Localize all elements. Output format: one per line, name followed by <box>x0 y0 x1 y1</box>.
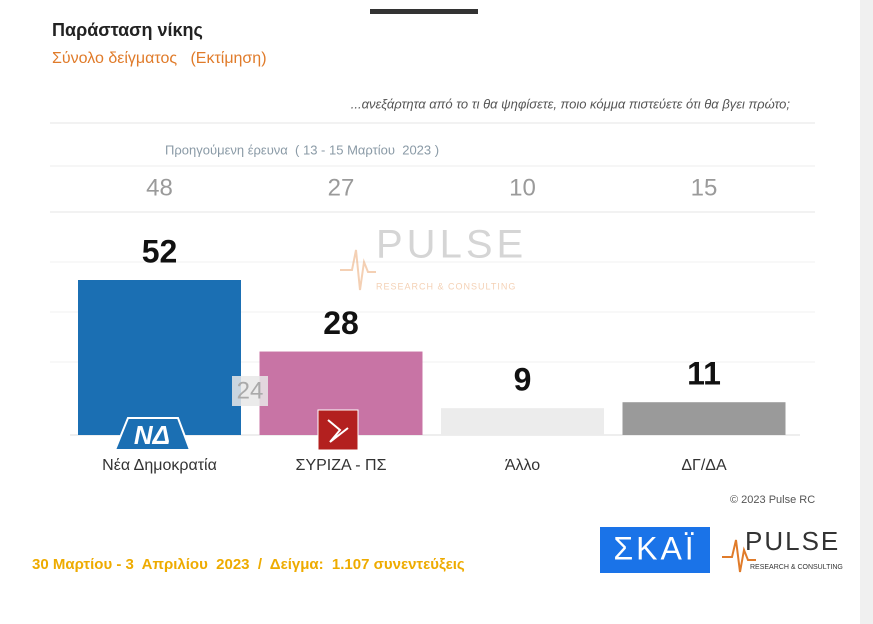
previous-label: Προηγούμενη έρευνα ( 13 - 15 Μαρτίου 202… <box>165 142 439 157</box>
value-label: 52 <box>142 233 178 269</box>
x-tick-label: ΔΓ/ΔΑ <box>681 457 727 474</box>
watermark-name: PULSE <box>376 223 527 267</box>
watermark: PULSE RESEARCH & CONSULTING <box>340 223 527 291</box>
footer: 30 Μαρτίου - 3 Απριλίου 2023 / Δείγμα: 1… <box>32 556 465 573</box>
bar <box>78 280 241 435</box>
copyright: © 2023 Pulse RC <box>730 494 815 506</box>
party-logo-shape <box>317 409 359 451</box>
pollster-tagline: RESEARCH & CONSULTING <box>750 564 843 571</box>
top-bar <box>370 9 478 14</box>
value-label: 28 <box>323 305 359 341</box>
party-logo-shape <box>113 417 192 451</box>
pollster-pulse <box>722 539 756 573</box>
broadcaster-name: ΣΚΑΪ <box>613 530 696 566</box>
previous-value: 48 <box>146 174 173 201</box>
subtitle: Σύνολο δείγματος (Εκτίμηση) <box>52 50 267 67</box>
previous-value: 10 <box>509 174 536 201</box>
previous-value: 15 <box>691 174 718 201</box>
x-tick-label: ΣΥΡΙΖΑ - ΠΣ <box>296 457 387 474</box>
party-logo-shape <box>327 419 349 443</box>
bar <box>441 408 604 435</box>
previous-value: 27 <box>328 174 355 201</box>
edge <box>860 0 873 624</box>
watermark-pulse <box>340 249 376 291</box>
value-label: 9 <box>514 362 532 398</box>
pollster-name: PULSE <box>745 526 840 556</box>
lead-label: 24 <box>237 377 264 404</box>
value-label: 11 <box>687 356 721 392</box>
question: ...ανεξάρτητα από το τι θα ψηφίσετε, ποι… <box>351 96 791 111</box>
lead-box <box>232 376 268 406</box>
watermark-tagline: RESEARCH & CONSULTING <box>376 281 516 291</box>
bar <box>622 402 786 435</box>
chart-title: Παράσταση νίκης <box>52 20 203 40</box>
x-tick-label: Άλλο <box>505 457 540 474</box>
party-logo-text: ΝΔ <box>134 420 170 450</box>
x-tick-label: Νέα Δημοκρατία <box>102 457 217 474</box>
broadcaster-logo <box>600 527 710 573</box>
